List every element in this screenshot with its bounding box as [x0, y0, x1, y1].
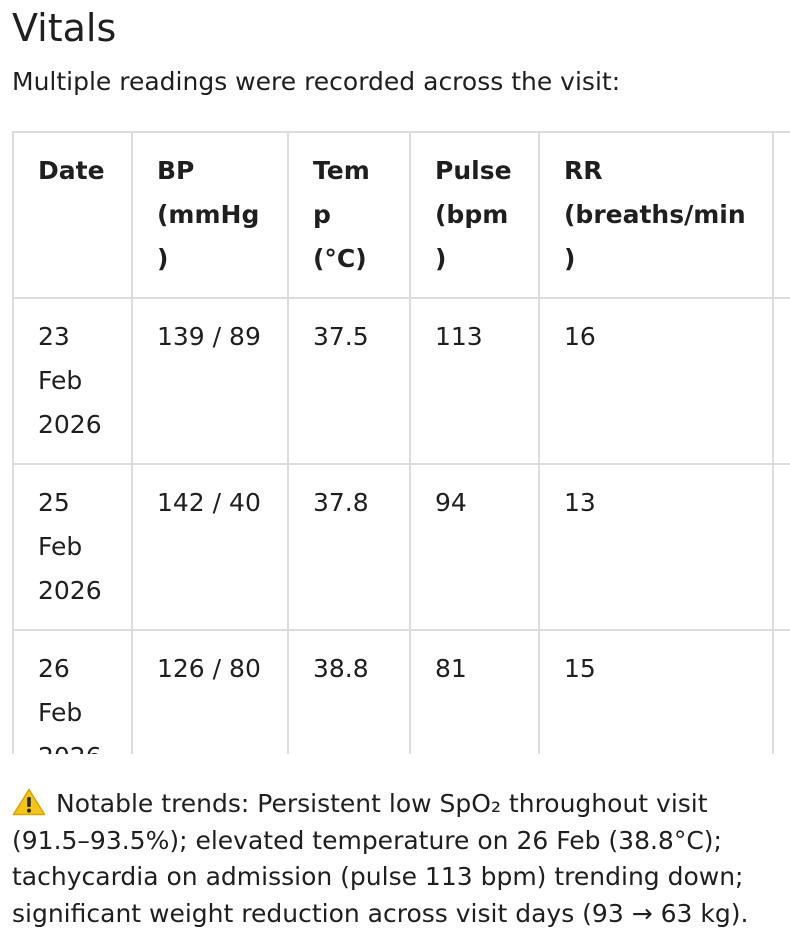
cell-extra: [772, 297, 790, 465]
header-extra: [772, 131, 790, 299]
cell-date: 26 Feb 2026: [12, 629, 133, 754]
header-rr: RR (breaths/min): [538, 131, 774, 299]
cell-bp: 126 / 80: [131, 629, 289, 754]
cell-temp: 38.8: [287, 629, 411, 754]
table-row: 23 Feb 2026 139 / 89 37.5 113 16: [12, 297, 790, 465]
notable-trends-note: Notable trends: Persistent low SpO₂ thro…: [12, 786, 782, 932]
header-pulse: Pulse (bpm): [409, 131, 540, 299]
cell-extra: [772, 463, 790, 631]
cell-bp: 139 / 89: [131, 297, 289, 465]
cell-rr: 13: [538, 463, 774, 631]
cell-temp: 37.8: [287, 463, 411, 631]
cell-bp: 142 / 40: [131, 463, 289, 631]
cell-pulse: 94: [409, 463, 540, 631]
header-temp: Temp (°C): [287, 131, 411, 299]
cell-pulse: 113: [409, 297, 540, 465]
vitals-table: Date BP (mmHg) Temp (°C) Pulse (bpm) RR …: [12, 131, 790, 754]
cell-rr: 16: [538, 297, 774, 465]
page-title: Vitals: [12, 6, 117, 50]
cell-extra: [772, 629, 790, 754]
note-text: Notable trends: Persistent low SpO₂ thro…: [12, 789, 749, 928]
cell-date: 23 Feb 2026: [12, 297, 133, 465]
intro-text: Multiple readings were recorded across t…: [12, 67, 621, 96]
cell-date: 25 Feb 2026: [12, 463, 133, 631]
table-row: 26 Feb 2026 126 / 80 38.8 81 15: [12, 629, 790, 754]
warning-icon: [12, 788, 46, 816]
table-header-row: Date BP (mmHg) Temp (°C) Pulse (bpm) RR …: [12, 131, 790, 299]
vitals-table-container[interactable]: Date BP (mmHg) Temp (°C) Pulse (bpm) RR …: [12, 131, 790, 754]
cell-rr: 15: [538, 629, 774, 754]
header-bp: BP (mmHg): [131, 131, 289, 299]
cell-temp: 37.5: [287, 297, 411, 465]
table-row: 25 Feb 2026 142 / 40 37.8 94 13: [12, 463, 790, 631]
cell-pulse: 81: [409, 629, 540, 754]
header-date: Date: [12, 131, 133, 299]
